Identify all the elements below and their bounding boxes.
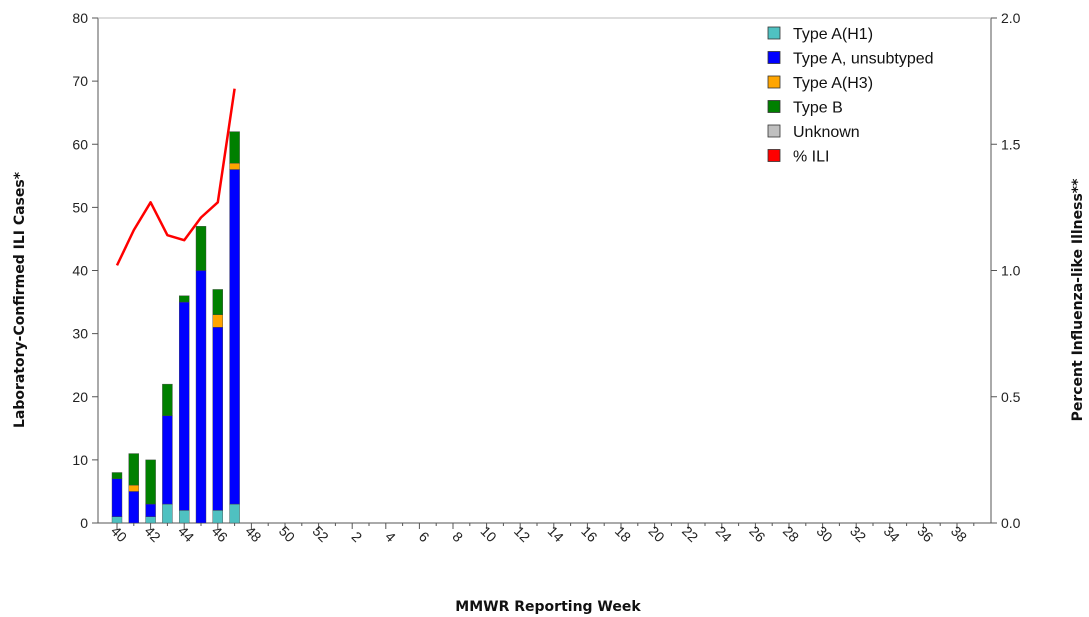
x-tick-label: 36 (914, 523, 936, 545)
x-tick-label: 4 (382, 528, 399, 545)
x-axis-ticks: 40 42 44 46 48 50 52 2 4 6 8 10 12 14 16 18 20 22 24 26 28 30… (108, 523, 975, 545)
x-tick-label: 46 (209, 523, 231, 545)
legend-swatch (767, 124, 781, 138)
y-tick-label: 70 (72, 73, 88, 89)
stacked-bars (111, 131, 240, 524)
legend-label: Unknown (793, 124, 860, 141)
bar-segment-type-a-unsubtyped (178, 301, 190, 511)
bar-segment-type-a-h3 (128, 484, 140, 492)
bar-segment-type-a-unsubtyped (128, 491, 140, 524)
x-tick-label: 20 (645, 523, 667, 545)
legend-swatch (767, 149, 781, 162)
bar-segment-type-b (145, 459, 156, 505)
legend-swatch (767, 100, 781, 113)
x-tick-label: 32 (847, 523, 869, 545)
bar-segment-type-b (212, 289, 224, 315)
legend-label: Type A(H3) (793, 75, 873, 92)
x-tick-label: 14 (545, 523, 567, 545)
y2-tick-label: 1.5 (1001, 136, 1021, 152)
bar-segment-type-a-unsubtyped (111, 478, 123, 517)
legend-swatch (767, 26, 781, 40)
legend-label: Type A(H1) (793, 26, 873, 43)
bar-segment-type-a-h1 (178, 510, 190, 524)
y-tick-label: 80 (72, 10, 88, 26)
bar-segment-type-a-h1 (111, 516, 123, 524)
bar-segment-type-b (195, 226, 207, 271)
bar-segment-type-a-unsubtyped (212, 327, 224, 511)
bar-segment-type-b (162, 383, 173, 416)
bar-segment-type-a-h1 (229, 503, 240, 524)
x-tick-label: 12 (511, 523, 533, 545)
x-tick-label: 38 (948, 523, 970, 545)
x-tick-label: 24 (713, 523, 735, 545)
x-tick-label: 16 (578, 523, 600, 545)
x-tick-label: 2 (349, 528, 366, 545)
x-tick-label: 44 (175, 523, 197, 545)
x-tick-label: 52 (309, 523, 331, 545)
bar-segment-type-a-unsubtyped (229, 169, 240, 505)
x-tick-label: 40 (108, 523, 130, 545)
x-tick-label: 18 (612, 523, 634, 545)
bar-segment-type-b (111, 472, 123, 480)
x-tick-label: 8 (449, 528, 466, 545)
bar-segment-type-b (229, 131, 240, 164)
y-axis-ticks: 0 10 20 30 40 50 60 70 80 (72, 10, 98, 531)
x-tick-label: 30 (813, 523, 835, 545)
y2-tick-label: 1.0 (1001, 263, 1021, 279)
bar-segment-type-a-h3 (229, 162, 240, 170)
bar-segment-type-a-h1 (145, 516, 156, 524)
legend-swatch (767, 75, 781, 89)
bar-segment-type-b (178, 295, 190, 303)
bar-segment-type-b (128, 453, 140, 486)
y-axis-title: Laboratory-Confirmed ILI Cases* (12, 171, 28, 428)
bar-segment-type-a-unsubtyped (145, 503, 156, 517)
x-axis-title: MMWR Reporting Week (455, 599, 641, 615)
y-tick-label: 10 (72, 452, 88, 468)
bar-segment-type-a-unsubtyped (162, 415, 173, 505)
ili-line (115, 88, 236, 266)
x-tick-label: 22 (679, 523, 701, 545)
y-tick-label: 40 (72, 263, 88, 279)
legend-label: Type A, unsubtyped (793, 51, 934, 68)
legend-label: Type B (793, 100, 843, 117)
y-tick-label: 30 (72, 326, 88, 342)
x-tick-label: 34 (881, 523, 903, 545)
legend-swatch (767, 51, 781, 64)
x-tick-label: 10 (477, 523, 499, 545)
legend: Type A(H1) Type A, unsubtyped Type A(H3) Ty… (767, 26, 934, 166)
bar-segment-type-a-h3 (212, 314, 224, 328)
bar-segment-type-a-h1 (162, 503, 173, 524)
y2-tick-label: 2.0 (1001, 10, 1021, 26)
bar-segment-type-a-h1 (212, 510, 224, 524)
x-tick-label: 50 (276, 523, 298, 545)
x-tick-label: 28 (780, 523, 802, 545)
y2-axis-title: Percent Influenza-like Illness** (1070, 178, 1086, 422)
x-tick-label: 6 (416, 528, 433, 545)
y2-axis-ticks: 0.0 0.5 1.0 1.5 2.0 (991, 10, 1021, 531)
y2-tick-label: 0.0 (1001, 515, 1021, 531)
x-tick-label: 42 (141, 523, 163, 545)
legend-label: % ILI (793, 149, 829, 166)
y-tick-label: 60 (72, 136, 88, 152)
y2-tick-label: 0.5 (1001, 389, 1021, 405)
x-tick-label: 26 (746, 523, 768, 545)
bar-segment-type-a-unsubtyped (195, 270, 207, 524)
x-tick-label: 48 (242, 523, 264, 545)
y-tick-label: 0 (80, 515, 88, 531)
y-tick-label: 20 (72, 389, 88, 405)
y-tick-label: 50 (72, 199, 88, 215)
